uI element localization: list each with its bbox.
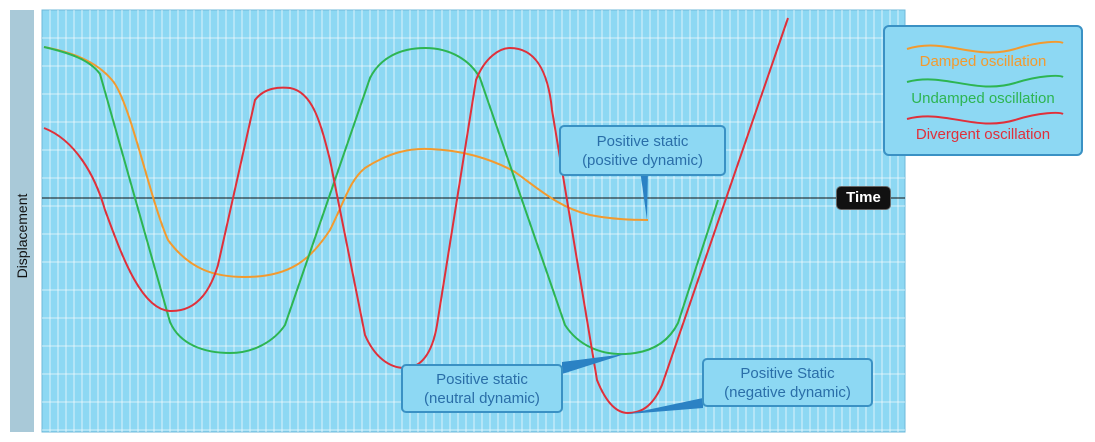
callout-neutral-dynamic-line2: (neutral dynamic)	[424, 389, 540, 407]
callout-positive-dynamic-line2: (positive dynamic)	[582, 151, 703, 169]
legend-swatch-undamped	[906, 74, 1064, 88]
callout-neutral-dynamic-line1: Positive static	[436, 370, 528, 388]
divergent-oscillation-curve	[43, 17, 789, 415]
callout-positive-dynamic: Positive static (positive dynamic)	[559, 125, 726, 176]
callout-pointer-neutral-dynamic	[562, 354, 625, 374]
callout-positive-dynamic-line1: Positive static	[596, 132, 689, 150]
legend-label-divergent: Divergent oscillation	[915, 126, 1051, 143]
legend-label-damped: Damped oscillation	[919, 53, 1047, 70]
time-axis-label: Time	[836, 186, 891, 210]
undamped-oscillation-curve	[43, 46, 719, 356]
callout-pointer-positive-dynamic	[640, 170, 648, 220]
callout-negative-dynamic: Positive Static (negative dynamic)	[702, 358, 873, 407]
legend-box: Damped oscillation Undamped oscillation …	[883, 25, 1083, 156]
legend-swatch-damped	[906, 40, 1064, 54]
legend-swatches	[906, 40, 1064, 125]
y-axis-band	[10, 10, 34, 432]
legend-swatch-divergent	[906, 111, 1064, 125]
callout-neutral-dynamic: Positive static (neutral dynamic)	[401, 364, 563, 413]
legend-label-undamped: Undamped oscillation	[911, 90, 1055, 107]
callout-pointer-negative-dynamic	[628, 398, 703, 414]
damped-oscillation-curve	[43, 46, 649, 279]
callout-negative-dynamic-line1: Positive Static	[740, 364, 835, 382]
callout-negative-dynamic-line2: (negative dynamic)	[724, 383, 851, 401]
